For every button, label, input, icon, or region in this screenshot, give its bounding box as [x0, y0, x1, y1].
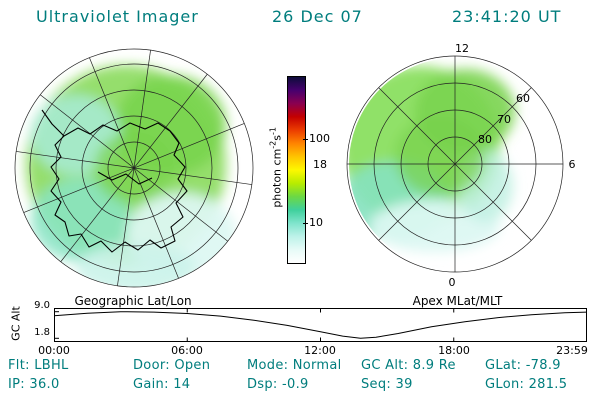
date-label: 26 Dec 07 [272, 7, 363, 26]
gc-alt-tick-bottom: 1.8 [34, 327, 50, 338]
status-row-1: Flt: LBHL Door: Open Mode: Normal GC Alt… [8, 358, 598, 373]
colorbar-gradient [287, 76, 306, 264]
geographic-grid [14, 48, 254, 288]
mlt-label-12: 12 [455, 42, 469, 55]
status-dsp: Dsp: -0.9 [247, 377, 309, 392]
antarctica-coastline [50, 122, 188, 253]
status-gcalt: GC Alt: 8.9 Re [361, 358, 456, 373]
status-glon: GLon: 281.5 [485, 377, 568, 392]
colorbar-units-exp2: -1 [268, 127, 278, 135]
colorbar-tick-10: 10 [303, 216, 323, 229]
time-tick-0000: 00:00 [38, 344, 70, 357]
gc-alt-tick-top: 9.0 [34, 300, 50, 311]
colorbar-units-label: photon cm-2s-1 [269, 87, 284, 247]
colorbar-units-text: photon cm [270, 148, 284, 208]
geographic-polar-plot [14, 48, 254, 288]
time-label: 23:41:20 UT [452, 7, 562, 26]
gc-alt-curve [54, 311, 587, 339]
status-seq: Seq: 39 [361, 377, 413, 392]
time-tick-1800: 18:00 [438, 344, 470, 357]
left-panel-caption: Geographic Lat/Lon [74, 294, 192, 308]
status-mode: Mode: Normal [247, 358, 342, 373]
time-tick-2359: 23:59 [556, 344, 588, 357]
mlat-ring-label-70: 70 [497, 113, 511, 126]
status-flt: Flt: LBHL [8, 358, 69, 373]
coastline-inner-detail [97, 171, 153, 185]
mlt-label-0: 0 [449, 276, 456, 289]
right-panel-caption: Apex MLat/MLT [412, 294, 503, 308]
uv-emission-image-right [349, 66, 515, 252]
app-title: Ultraviolet Imager [36, 7, 199, 26]
mlat-mlt-grid [346, 55, 564, 273]
colorbar-tick-100: 100 [303, 132, 330, 145]
mlt-label-6: 6 [569, 158, 576, 171]
status-glat: GLat: -78.9 [485, 358, 561, 373]
colorbar-units-exp1: -2 [268, 140, 278, 149]
gc-alt-axis-label: GC Alt [9, 306, 23, 341]
mlat-ring-label-80: 80 [478, 133, 492, 146]
gc-alt-strip-chart [54, 308, 587, 342]
mlt-label-18: 18 [313, 158, 327, 171]
time-tick-0600: 06:00 [171, 344, 203, 357]
mlat-ring-label-60: 60 [516, 92, 530, 105]
status-row-2: IP: 36.0 Gain: 14 Dsp: -0.9 Seq: 39 GLon… [8, 377, 598, 392]
status-ip: IP: 36.0 [8, 377, 60, 392]
time-tick-1200: 12:00 [304, 344, 336, 357]
antarctic-peninsula-line [41, 109, 65, 137]
status-gain: Gain: 14 [133, 377, 191, 392]
colorbar-units-mid: s [270, 134, 284, 141]
status-door: Door: Open [133, 358, 211, 373]
apex-mlt-polar-plot: 12 18 6 0 60 70 80 [313, 42, 576, 289]
